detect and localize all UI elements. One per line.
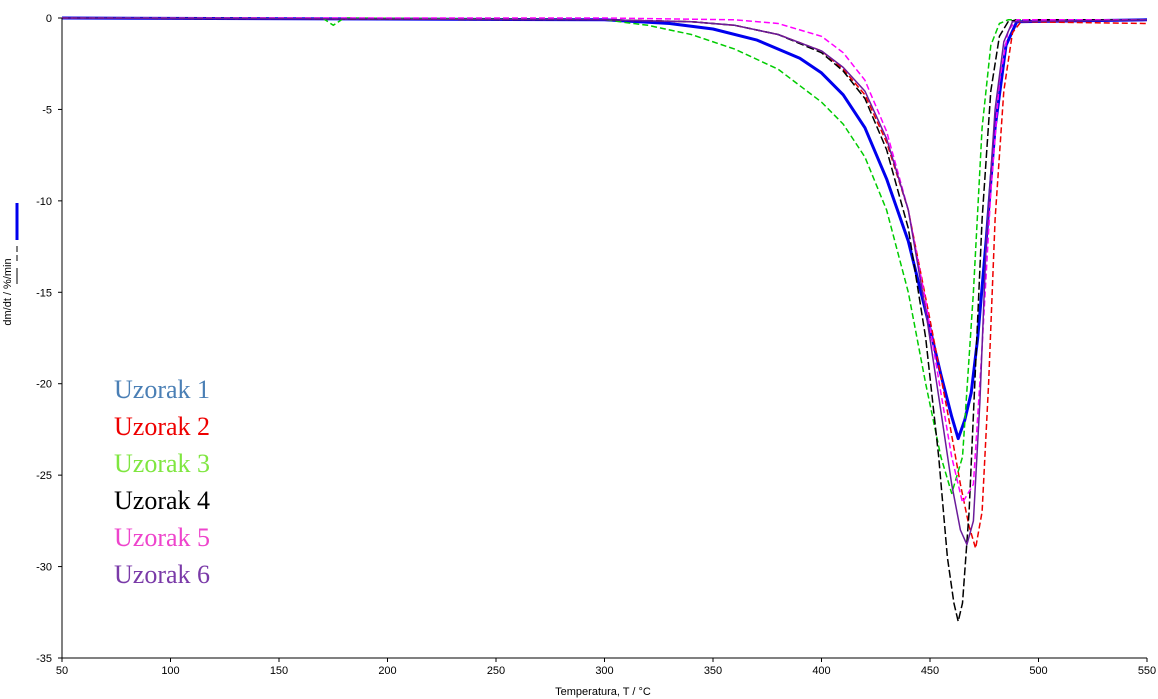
x-tick-label: 350: [704, 665, 722, 677]
plot-background: [62, 18, 1147, 658]
x-axis-title: Temperatura, T / °C: [555, 686, 651, 698]
y-tick-label: -35: [36, 653, 52, 665]
axes-layer: 50 100 150 200 250 300 350 400 450 500 550 0 -5 -10 -1…: [36, 13, 1156, 677]
x-tick-label: 400: [812, 665, 830, 677]
plot-area: [62, 18, 1147, 658]
legend-entry-2: Uzorak 2: [114, 412, 210, 441]
y-tick-label: 0: [46, 13, 52, 25]
series-line-3: [62, 17, 1147, 495]
series-layer: [61, 16, 1148, 623]
series-line-6: [61, 17, 1148, 546]
y-tick-label: -30: [36, 562, 52, 574]
y-tick-label: -10: [36, 196, 52, 208]
y-axis-title: dm/dt / %/min: [2, 258, 14, 325]
series-line-5: [62, 17, 1147, 504]
x-tick-label: 550: [1138, 665, 1156, 677]
legend-entry-4: Uzorak 4: [114, 486, 210, 515]
legend-entry-1: Uzorak 1: [114, 375, 210, 404]
y-tick-label: -20: [36, 379, 52, 391]
x-tick-label: 200: [378, 665, 396, 677]
y-tick-label: -5: [42, 104, 52, 116]
x-tick-label: 500: [1029, 665, 1047, 677]
legend-entry-3: Uzorak 3: [114, 449, 210, 478]
x-tick-label: 100: [161, 665, 179, 677]
x-tick-label: 300: [595, 665, 613, 677]
x-tick-label: 450: [921, 665, 939, 677]
legend: Uzorak 1 Uzorak 2 Uzorak 3 Uzorak 4 Uzorak 5…: [114, 375, 210, 589]
y-tick-label: -15: [36, 287, 52, 299]
legend-entry-5: Uzorak 5: [114, 523, 210, 552]
x-tick-label: 50: [56, 665, 68, 677]
x-tick-label: 150: [270, 665, 288, 677]
y-tick-label: -25: [36, 470, 52, 482]
legend-entry-6: Uzorak 6: [114, 560, 210, 589]
x-tick-label: 250: [487, 665, 505, 677]
